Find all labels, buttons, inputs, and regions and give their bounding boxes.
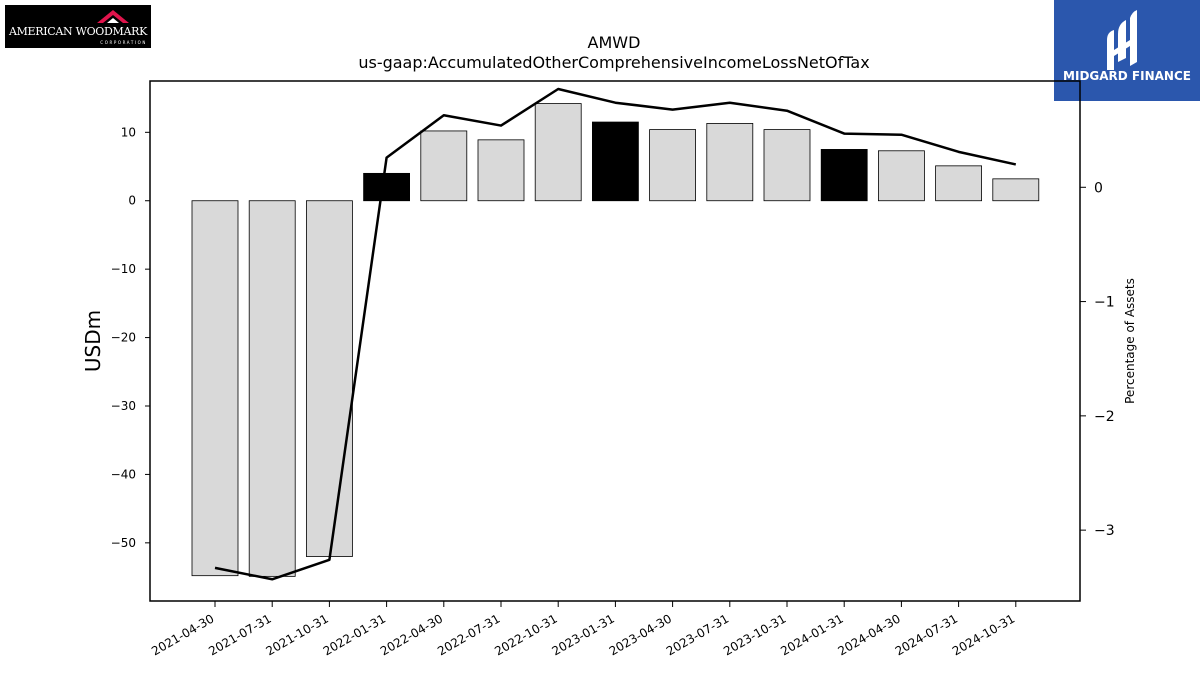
x-tick-label: 2022-10-31 bbox=[492, 611, 559, 658]
american-woodmark-logo-subtext: CORPORATION bbox=[100, 40, 147, 45]
bar bbox=[992, 178, 1040, 202]
y-tick-label: −50 bbox=[111, 536, 136, 550]
bar bbox=[706, 123, 754, 202]
x-tick-label: 2023-07-31 bbox=[664, 611, 731, 658]
x-tick-label: 2022-07-31 bbox=[435, 611, 502, 658]
left-y-axis: −50 −40 −30 −20 −10 0 10 bbox=[111, 125, 150, 550]
bar bbox=[649, 129, 696, 202]
american-woodmark-logo: AMERICAN WOODMARK CORPORATION bbox=[5, 5, 151, 48]
house-roof-icon bbox=[97, 10, 129, 23]
bar bbox=[305, 200, 353, 557]
x-tick-label: 2023-10-31 bbox=[721, 611, 788, 658]
x-tick-label: 2024-10-31 bbox=[950, 611, 1017, 658]
right-y-axis: −3 −2 −1 0 bbox=[1080, 180, 1115, 539]
bar bbox=[878, 150, 925, 202]
y2-tick-label: −1 bbox=[1094, 295, 1115, 311]
chart-subtitle: us-gaap:AccumulatedOtherComprehensiveInc… bbox=[358, 53, 869, 72]
y-tick-label: 0 bbox=[128, 194, 136, 208]
x-tick-label: 2023-01-31 bbox=[549, 611, 616, 658]
percentage-of-assets-line bbox=[214, 87, 1017, 581]
x-tick-label: 2021-07-31 bbox=[206, 611, 273, 658]
x-tick-label: 2023-04-30 bbox=[607, 611, 674, 658]
bar bbox=[820, 149, 868, 202]
x-tick-label: 2022-01-31 bbox=[321, 611, 388, 658]
x-tick-label: 2024-04-30 bbox=[835, 611, 902, 658]
x-axis: 2021-04-302021-07-312021-10-312022-01-31… bbox=[149, 601, 1017, 658]
bar bbox=[363, 172, 411, 202]
american-woodmark-logo-text: AMERICAN WOODMARK bbox=[8, 25, 148, 38]
bar bbox=[534, 103, 582, 202]
y-axis-label: USDm bbox=[81, 310, 105, 372]
bar bbox=[420, 130, 468, 202]
bar bbox=[592, 121, 639, 202]
midgard-mark-icon bbox=[1107, 10, 1137, 70]
y-tick-label: −20 bbox=[111, 331, 136, 345]
y-tick-label: −40 bbox=[111, 467, 136, 481]
bar bbox=[191, 200, 239, 577]
bar bbox=[248, 200, 296, 577]
y-tick-label: −10 bbox=[111, 262, 136, 276]
y2-tick-label: −3 bbox=[1094, 523, 1115, 539]
y-tick-label: −30 bbox=[111, 399, 136, 413]
y-tick-label: 10 bbox=[121, 125, 136, 139]
x-tick-label: 2022-04-30 bbox=[378, 611, 445, 658]
bar bbox=[763, 129, 811, 202]
x-tick-label: 2021-10-31 bbox=[263, 611, 330, 658]
y2-tick-label: −2 bbox=[1094, 409, 1115, 425]
chart-title: AMWD bbox=[588, 33, 641, 52]
x-tick-label: 2021-04-30 bbox=[149, 611, 216, 658]
bar-series bbox=[191, 103, 1040, 577]
right-y-axis-label: Percentage of Assets bbox=[1123, 278, 1137, 404]
bar bbox=[477, 139, 525, 202]
line-series bbox=[214, 87, 1017, 581]
midgard-finance-logo: MIDGARD FINANCE bbox=[1054, 0, 1200, 101]
bar bbox=[935, 165, 982, 202]
y2-tick-label: 0 bbox=[1094, 180, 1103, 196]
x-tick-label: 2024-01-31 bbox=[778, 611, 845, 658]
midgard-finance-logo-text: MIDGARD FINANCE bbox=[1063, 69, 1191, 83]
x-tick-label: 2024-07-31 bbox=[893, 611, 960, 658]
